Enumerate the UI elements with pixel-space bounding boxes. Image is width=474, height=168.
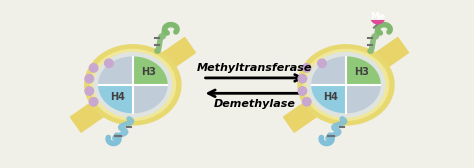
Polygon shape (312, 57, 346, 85)
Polygon shape (133, 85, 167, 113)
Polygon shape (71, 104, 100, 132)
Circle shape (85, 87, 93, 95)
Text: H3: H3 (354, 67, 369, 77)
Ellipse shape (312, 57, 380, 113)
Ellipse shape (307, 52, 385, 117)
Circle shape (85, 74, 93, 83)
Circle shape (371, 10, 385, 24)
Polygon shape (312, 85, 346, 113)
Ellipse shape (298, 45, 394, 125)
Ellipse shape (85, 45, 181, 125)
Text: Demethylase: Demethylase (214, 99, 295, 109)
Text: Me: Me (370, 12, 385, 22)
Circle shape (298, 87, 307, 95)
Polygon shape (346, 85, 380, 113)
Text: Methyltransferase: Methyltransferase (197, 62, 312, 73)
Circle shape (302, 64, 311, 72)
Circle shape (318, 59, 326, 68)
Polygon shape (133, 57, 167, 85)
Polygon shape (283, 104, 313, 132)
Circle shape (90, 64, 98, 72)
Circle shape (298, 74, 307, 83)
Polygon shape (302, 51, 390, 119)
Text: H4: H4 (110, 92, 125, 102)
Circle shape (302, 98, 311, 106)
Circle shape (90, 98, 98, 106)
Text: H4: H4 (323, 92, 338, 102)
Circle shape (105, 59, 113, 68)
Polygon shape (346, 57, 380, 85)
Ellipse shape (90, 49, 175, 120)
Polygon shape (379, 37, 409, 66)
Polygon shape (99, 85, 133, 113)
Polygon shape (90, 51, 176, 119)
Text: H3: H3 (141, 67, 155, 77)
Ellipse shape (303, 49, 389, 120)
Polygon shape (99, 57, 133, 85)
Ellipse shape (99, 57, 167, 113)
Polygon shape (165, 37, 195, 66)
Ellipse shape (94, 52, 172, 117)
